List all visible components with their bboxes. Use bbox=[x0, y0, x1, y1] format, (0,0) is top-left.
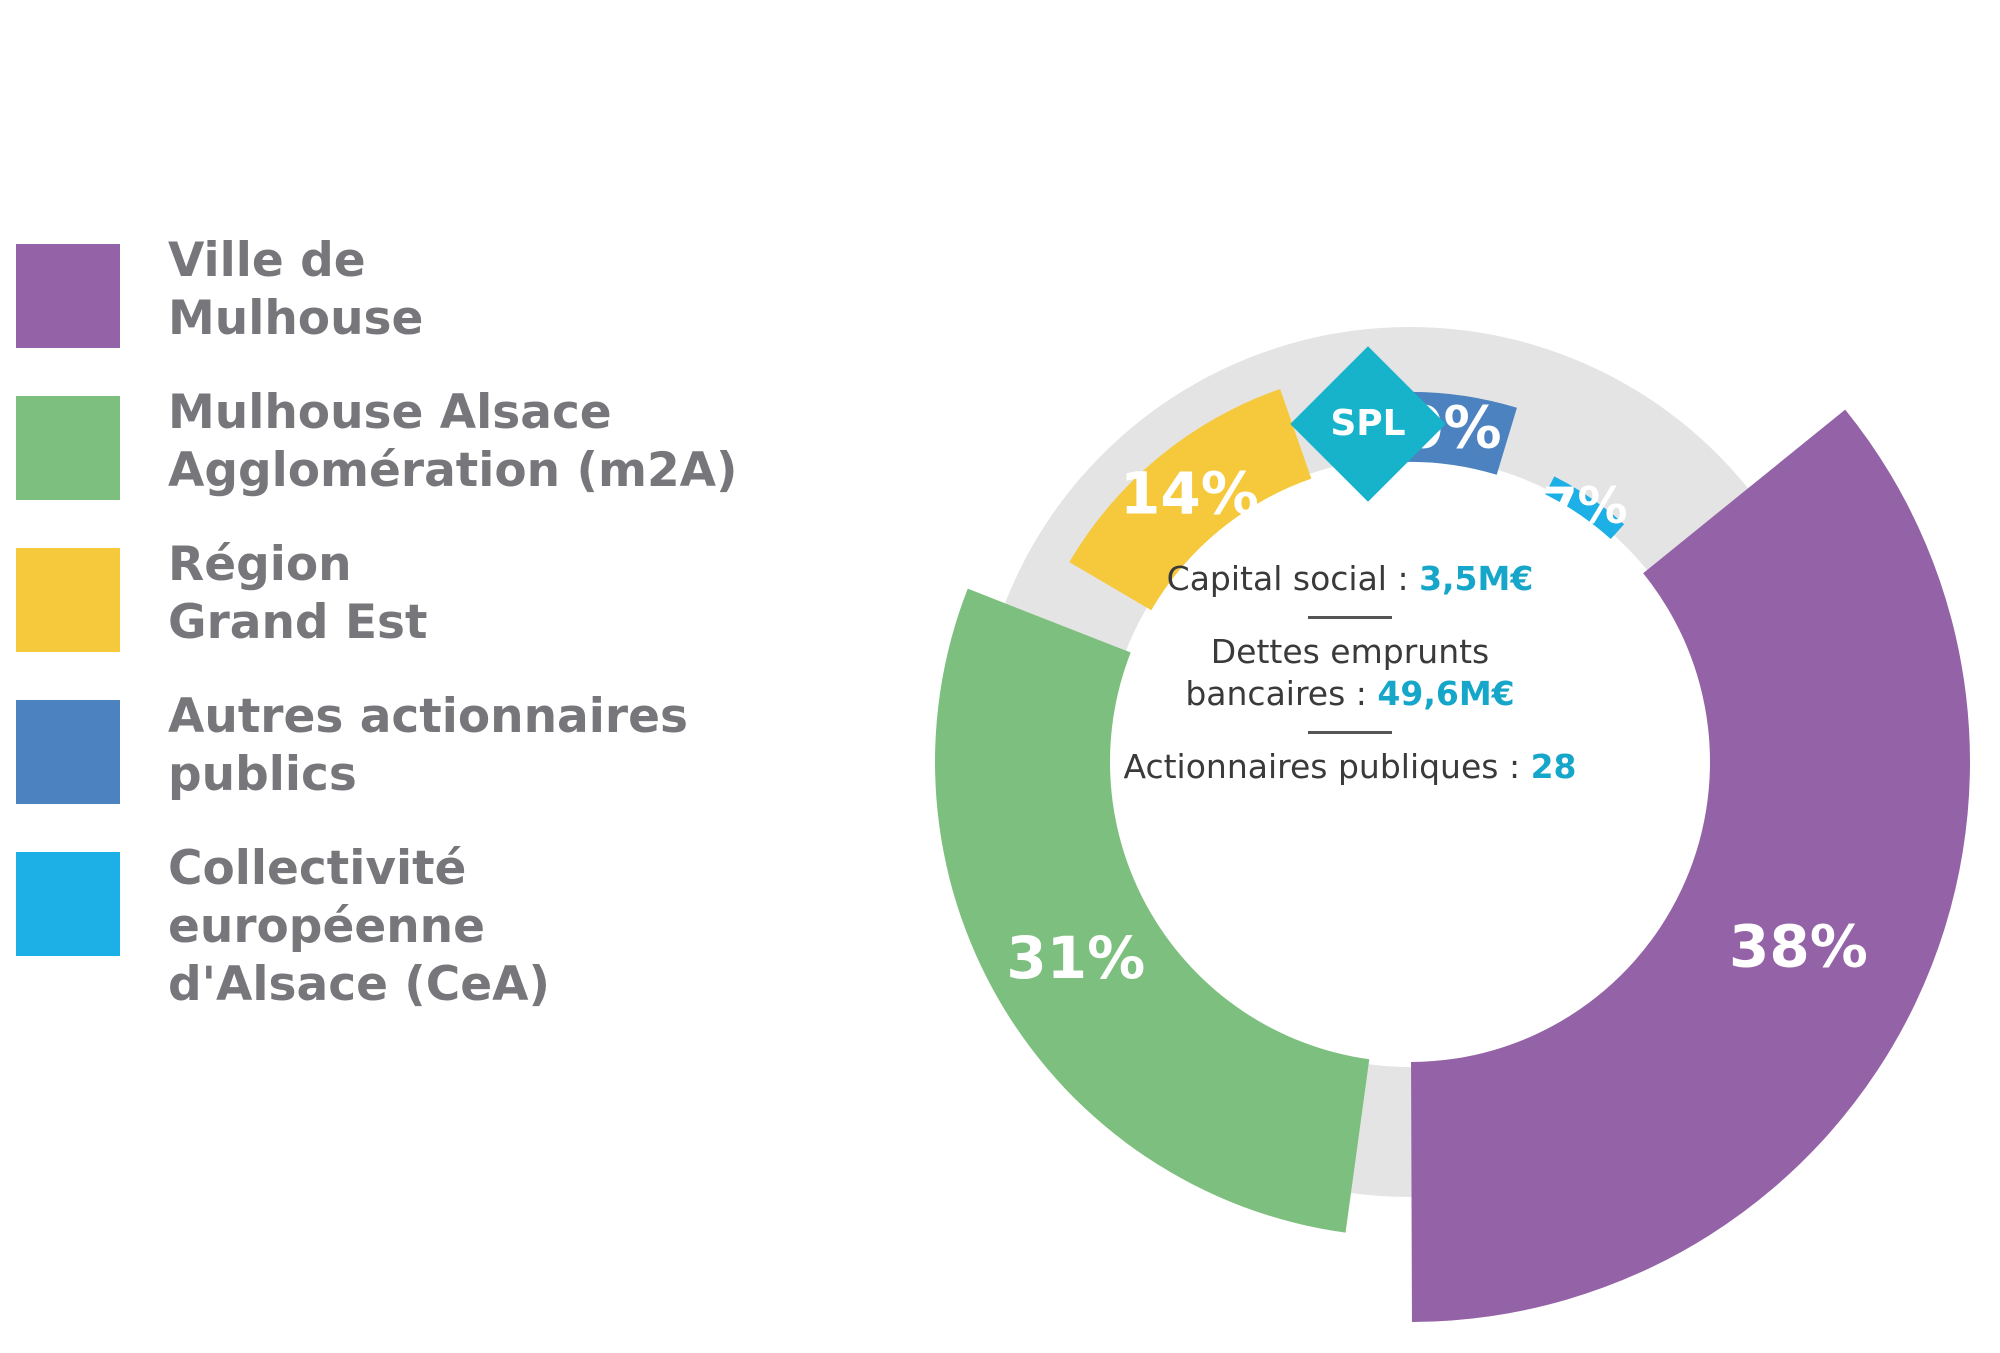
shareholders-label: Actionnaires publiques : bbox=[1123, 747, 1531, 786]
legend-swatch bbox=[16, 396, 120, 500]
debt-line-2: bancaires : 49,6M€ bbox=[1110, 673, 1590, 715]
debt-label-2: bancaires : bbox=[1185, 674, 1378, 713]
debt-value: 49,6M€ bbox=[1377, 674, 1515, 713]
legend-item: Ville de Mulhouse bbox=[16, 232, 796, 384]
slice-label: 7% bbox=[1543, 477, 1628, 535]
donut-slice bbox=[1545, 476, 1625, 540]
legend-item: Région Grand Est bbox=[16, 536, 796, 688]
debt-label-1: Dettes emprunts bbox=[1210, 632, 1490, 671]
legend-item: Mulhouse Alsace Agglomération (m2A) bbox=[16, 384, 796, 536]
info-separator bbox=[1308, 731, 1392, 734]
legend-label: Mulhouse Alsace Agglomération (m2A) bbox=[168, 385, 738, 498]
capital-label: Capital social : bbox=[1166, 559, 1420, 598]
legend-label: Ville de Mulhouse bbox=[168, 233, 424, 346]
donut-slice bbox=[1069, 388, 1312, 611]
donut-slice bbox=[934, 588, 1370, 1233]
legend-item: Autres actionnaires publics bbox=[16, 688, 796, 840]
legend-swatch bbox=[16, 548, 120, 652]
shareholders-value: 28 bbox=[1530, 747, 1577, 786]
legend-swatch bbox=[16, 244, 120, 348]
shareholders-line: Actionnaires publiques : 28 bbox=[1110, 746, 1590, 788]
spl-badge-label: SPL bbox=[1330, 403, 1406, 444]
legend-swatch bbox=[16, 700, 120, 804]
capital-line: Capital social : 3,5M€ bbox=[1110, 558, 1590, 600]
legend-item: Collectivité européenne d'Alsace (CeA) bbox=[16, 840, 796, 1012]
legend-label: Région Grand Est bbox=[168, 537, 428, 650]
info-separator bbox=[1308, 616, 1392, 619]
donut-slice bbox=[1411, 409, 1971, 1322]
debt-line-1: Dettes emprunts bbox=[1110, 631, 1590, 673]
slice-label: 38% bbox=[1729, 912, 1868, 980]
legend-swatch bbox=[16, 852, 120, 956]
legend-label: Autres actionnaires publics bbox=[168, 689, 688, 802]
slice-label: 31% bbox=[1006, 924, 1145, 992]
center-info: Capital social : 3,5M€ Dettes emprunts b… bbox=[1110, 558, 1590, 788]
legend: Ville de Mulhouse Mulhouse Alsace Agglomé… bbox=[16, 232, 796, 1012]
capital-value: 3,5M€ bbox=[1419, 559, 1534, 598]
legend-label: Collectivité européenne d'Alsace (CeA) bbox=[168, 841, 551, 1012]
slice-label: 14% bbox=[1120, 459, 1259, 527]
